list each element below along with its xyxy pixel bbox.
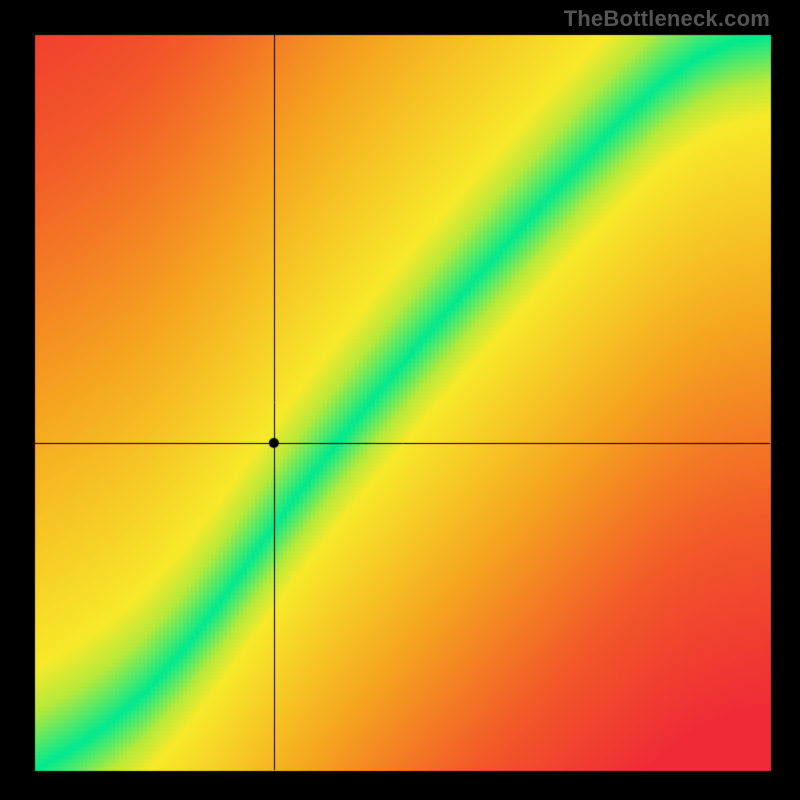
chart-container: TheBottleneck.com [0,0,800,800]
watermark-text: TheBottleneck.com [564,6,770,32]
bottleneck-heatmap [0,0,800,800]
